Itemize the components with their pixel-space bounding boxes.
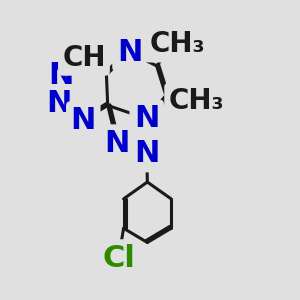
Text: N: N [70,106,96,135]
Text: N: N [104,129,130,158]
Text: CH₃: CH₃ [168,87,224,115]
Text: N: N [134,139,159,168]
Text: CH: CH [62,44,106,71]
Text: N: N [46,89,72,118]
Text: CH₃: CH₃ [149,30,205,58]
Text: N: N [48,61,74,90]
Text: Cl: Cl [102,244,135,273]
Text: N: N [134,104,159,133]
Text: N: N [117,38,142,67]
